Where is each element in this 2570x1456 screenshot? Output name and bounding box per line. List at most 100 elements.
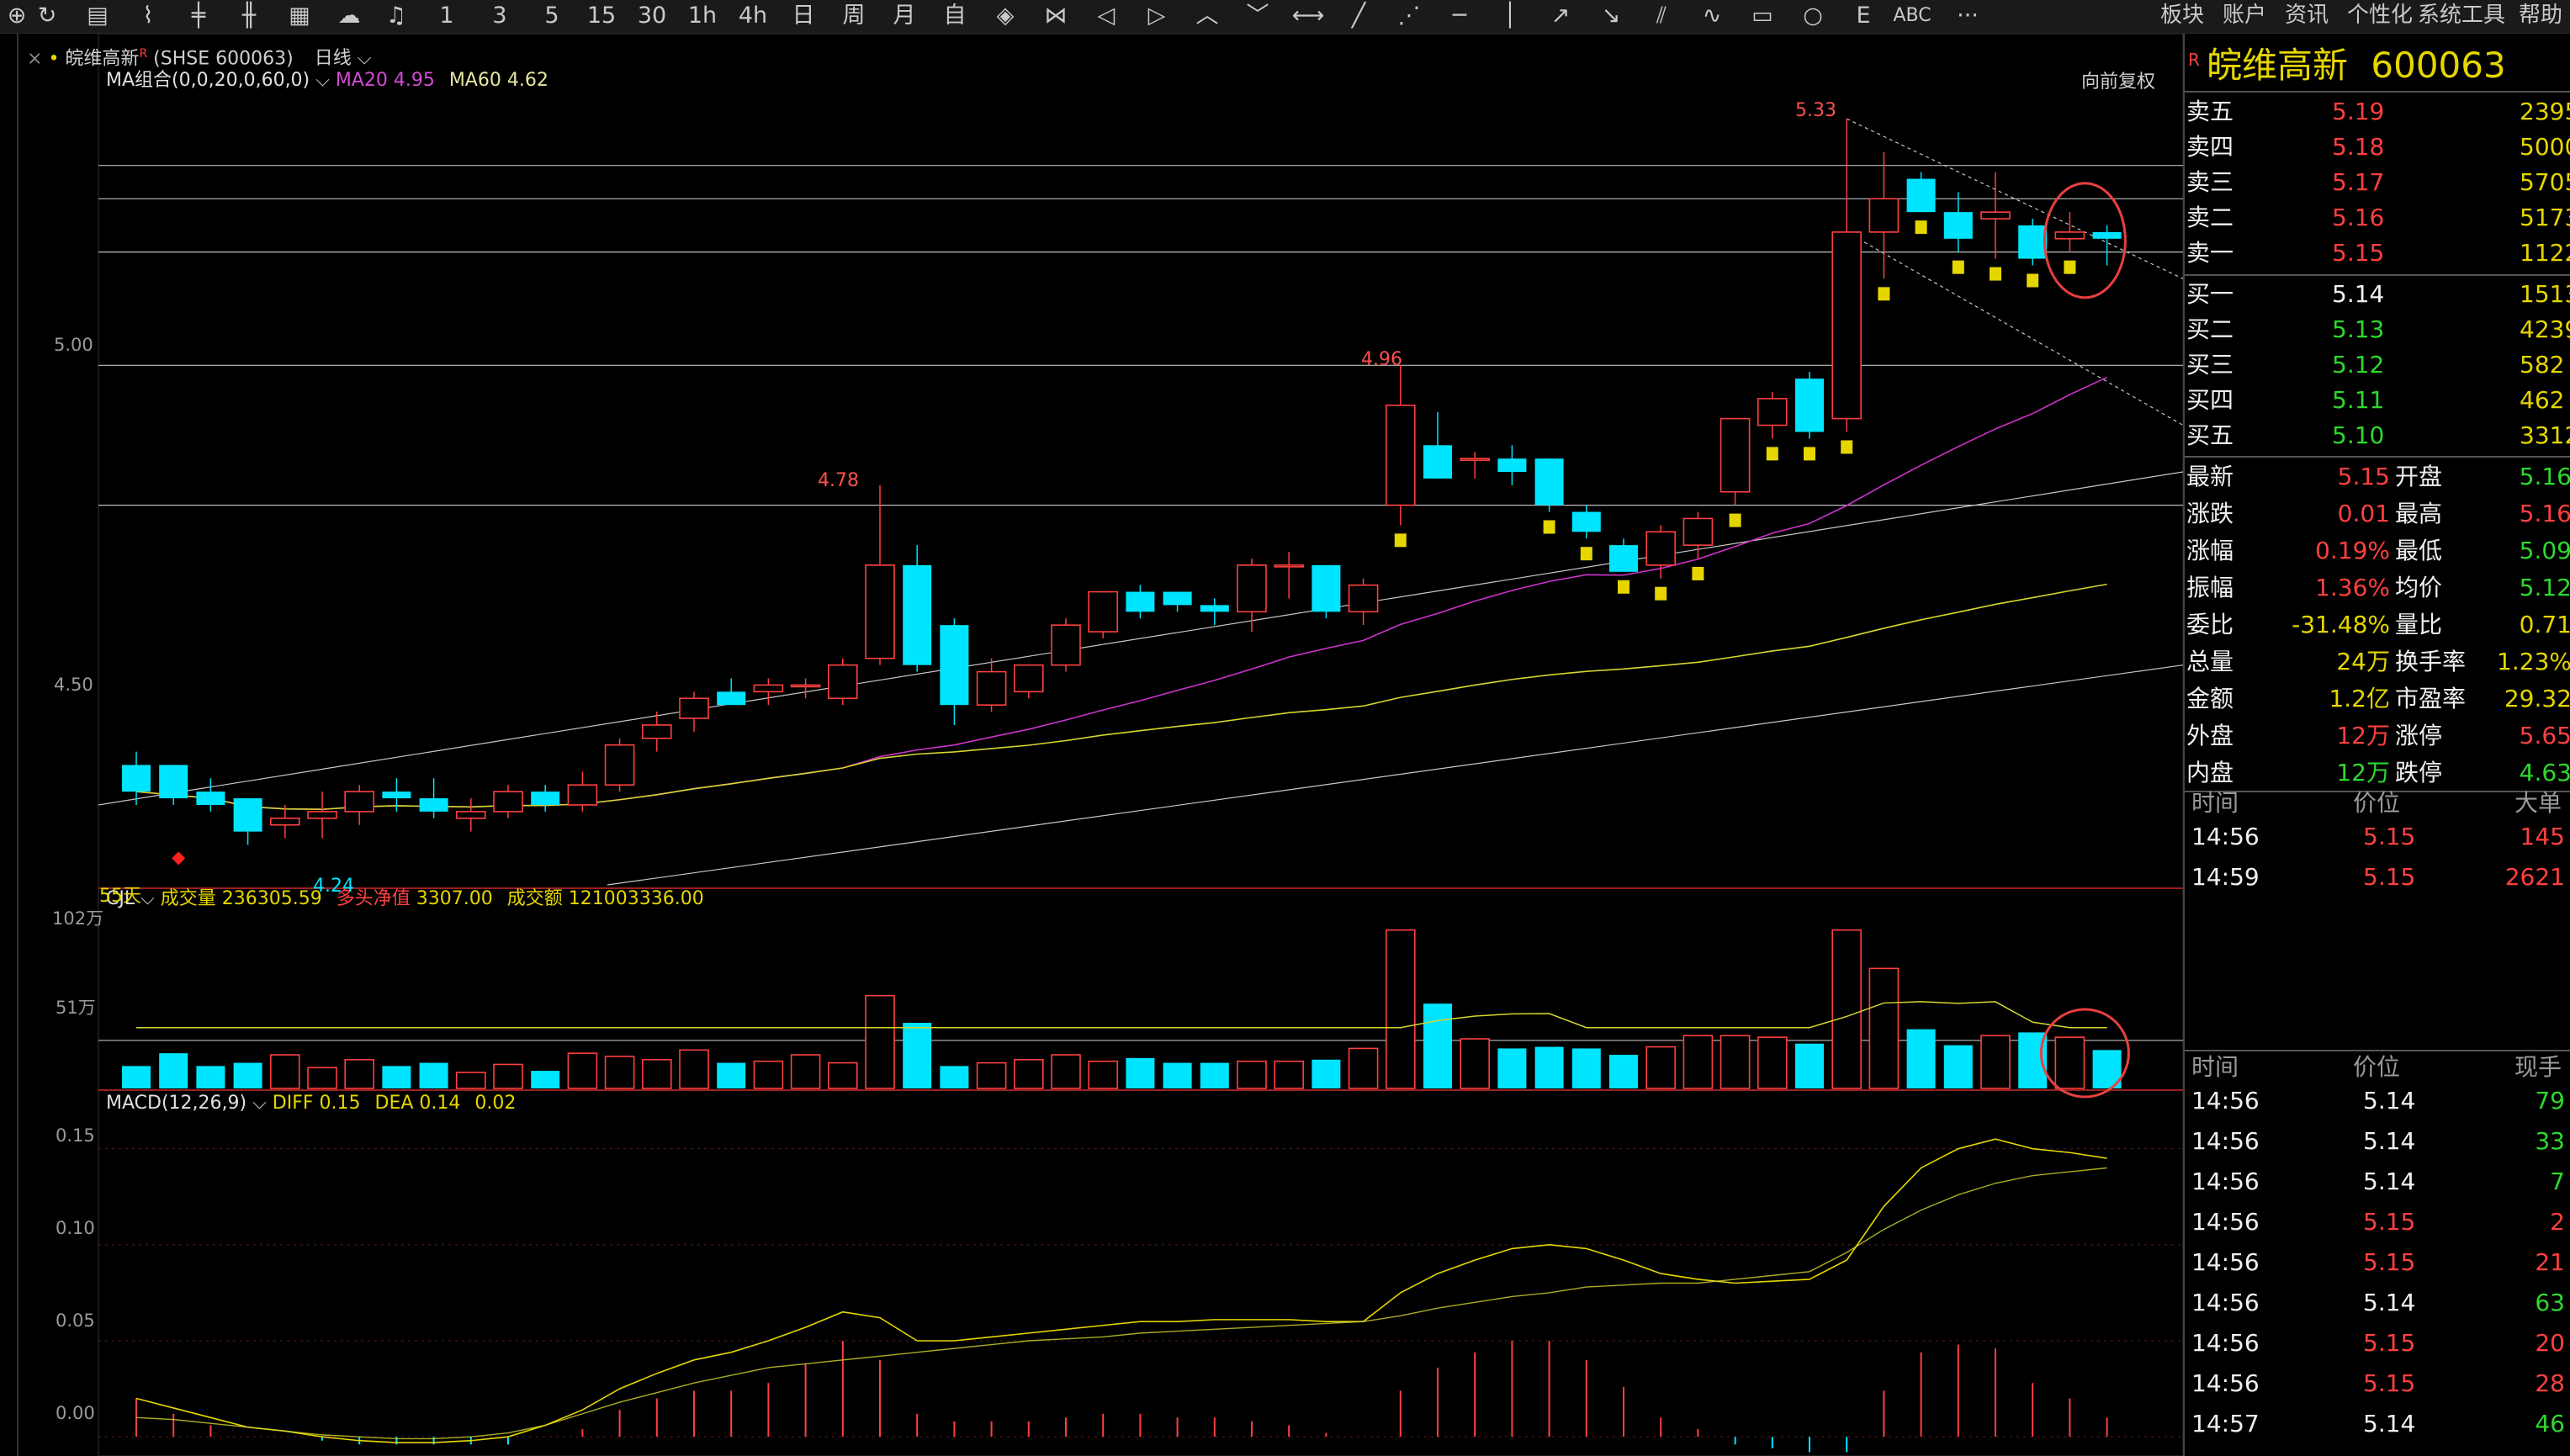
volume-bar — [1534, 1046, 1564, 1088]
stat-value: 5.09 — [2519, 537, 2570, 564]
period-custom[interactable]: 自 — [943, 3, 967, 29]
divider-bigorders — [2185, 791, 2570, 792]
ray-tool-icon[interactable]: ⋰ — [1397, 3, 1421, 29]
crosshair-icon[interactable]: ⊕ — [7, 3, 27, 29]
down-arrow-icon[interactable]: ﹀ — [1246, 3, 1269, 29]
stat-value: 5.16 — [2519, 463, 2570, 490]
bell-icon[interactable]: ♫ — [385, 3, 407, 29]
volume-bar — [1571, 1048, 1601, 1088]
candle-body — [1200, 605, 1229, 612]
volume-bar — [1943, 1045, 1973, 1088]
note-marker — [1655, 586, 1667, 601]
diff-label: DIFF — [272, 1093, 314, 1114]
segment-tool-icon[interactable]: ↗ — [1550, 3, 1571, 29]
candle-body — [531, 792, 560, 805]
macd-legend[interactable]: MACD(12,26,9) ⌵ DIFF 0.15 DEA 0.14 0.02 — [106, 1092, 516, 1115]
menu-news[interactable]: 资讯 — [2285, 3, 2329, 28]
period-5[interactable]: 5 — [544, 3, 559, 29]
left-sidebar[interactable] — [0, 34, 19, 1456]
candle-body — [493, 791, 523, 813]
kline-svg[interactable] — [19, 34, 2183, 1456]
stat-value: 5.15 — [2337, 463, 2390, 490]
menu-system-tools[interactable]: 系统工具 — [2418, 3, 2506, 28]
period-1[interactable]: 1 — [439, 3, 454, 29]
vol-legend[interactable]: CJL ⌵ 成交量 236305.59 多头净值 3307.00 成交额 121… — [106, 887, 704, 911]
stat-value: 5.65 — [2519, 722, 2570, 749]
volume-bar — [233, 1062, 262, 1088]
left-arrow-icon[interactable]: ◁ — [1097, 3, 1115, 29]
circle-tool-icon[interactable]: ○ — [1803, 3, 1823, 29]
volume-bar — [1497, 1048, 1527, 1088]
fit-icon[interactable]: ⟷ — [1291, 3, 1325, 29]
kline-chart-area[interactable]: × • 皖维高新R (SHSE 600063) 日线 ⌵ MA组合(0,0,20… — [19, 34, 2183, 1456]
stat-label: 均价 — [2395, 574, 2443, 601]
line-chart-icon[interactable]: ⌇ — [142, 3, 154, 29]
period-select[interactable]: 日线 ⌵ — [315, 48, 372, 69]
note-marker — [2027, 273, 2039, 288]
candle-body — [1868, 198, 1900, 233]
note-marker — [1915, 220, 1927, 235]
wave-tool-icon[interactable]: ∿ — [1702, 3, 1722, 29]
high-label-3: 4.78 — [818, 470, 859, 491]
menu-sector[interactable]: 板块 — [2160, 3, 2205, 28]
refresh-icon[interactable]: ↻ — [37, 3, 57, 29]
more-icon[interactable]: ··· — [1957, 3, 1979, 29]
chevron-down-icon: ⌵ — [246, 1093, 273, 1114]
fib-tool-icon[interactable]: Ε — [1856, 3, 1871, 29]
high-label-2: 4.96 — [1361, 349, 1402, 370]
bid-volume: 582 — [2520, 351, 2565, 379]
cloud-icon[interactable]: ☁ — [337, 3, 361, 29]
period-week[interactable]: 周 — [842, 3, 866, 29]
rect-tool-icon[interactable]: ▭ — [1751, 3, 1773, 29]
vline-tool-icon[interactable]: │ — [1502, 3, 1518, 29]
stat-value: 1.2亿 — [2329, 685, 2390, 712]
ask-price: 5.15 — [2332, 239, 2385, 267]
stat-label: 金额 — [2186, 685, 2234, 712]
up-arrow-icon[interactable]: ︿ — [1195, 3, 1219, 29]
bid-label: 买四 — [2186, 386, 2234, 414]
period-4h[interactable]: 4h — [738, 3, 768, 29]
period-1h[interactable]: 1h — [687, 3, 718, 29]
candle-icon[interactable]: ╪ — [191, 3, 206, 29]
ma-legend[interactable]: MA组合(0,0,20,0,60,0) ⌵ MA20 4.95 MA60 4.6… — [106, 69, 548, 93]
highlight-circle-volume — [2039, 1008, 2130, 1099]
line-tool-icon[interactable]: ╱ — [1351, 3, 1366, 29]
candle-body — [1274, 564, 1304, 568]
channel-tool-icon[interactable]: ⫽ — [1656, 3, 1667, 29]
note-marker — [1580, 547, 1592, 561]
menu-personalize[interactable]: 个性化 — [2347, 3, 2414, 28]
stat-label: 总量 — [2186, 648, 2234, 675]
price-tick-4.50: 4.50 — [54, 675, 93, 695]
macd-value: 0.02 — [474, 1093, 517, 1114]
candle-body — [1980, 211, 2011, 220]
period-day[interactable]: 日 — [792, 3, 815, 29]
adjust-mode[interactable]: 向前复权 — [2081, 71, 2156, 93]
highlight-circle — [2043, 182, 2127, 299]
list-icon[interactable]: ▤ — [87, 3, 109, 29]
hline-tool-icon[interactable]: ─ — [1452, 3, 1467, 29]
period-15[interactable]: 15 — [586, 3, 617, 29]
candle-body — [567, 784, 598, 806]
close-tab-icon[interactable]: × — [27, 48, 43, 70]
bar-icon[interactable]: ╫ — [241, 3, 257, 29]
arrow-tool-icon[interactable]: ↘ — [1601, 3, 1621, 29]
text-tool-icon[interactable]: ABC — [1893, 5, 1931, 26]
calc-icon[interactable]: ▦ — [289, 3, 310, 29]
period-3[interactable]: 3 — [492, 3, 507, 29]
candle-body — [1757, 398, 1788, 426]
candle-body — [1571, 511, 1601, 532]
bid-price: 5.11 — [2332, 386, 2385, 414]
candle-body — [1534, 458, 1564, 506]
menu-account[interactable]: 账户 — [2223, 3, 2267, 28]
zoom-out-icon[interactable]: ⋈ — [1044, 3, 1068, 29]
price-tick-5.00: 5.00 — [54, 335, 93, 355]
ask-volume: 2395 — [2520, 98, 2570, 125]
period-month[interactable]: 月 — [893, 3, 916, 29]
ask-label: 卖四 — [2186, 133, 2234, 161]
right-arrow-icon[interactable]: ▷ — [1147, 3, 1166, 29]
menu-help[interactable]: 帮助 — [2519, 3, 2563, 28]
period-30[interactable]: 30 — [637, 3, 667, 29]
zoom-icon[interactable]: ◈ — [996, 3, 1015, 29]
tick-volume: 7 — [2550, 1167, 2565, 1195]
net-value: 3307.00 — [416, 888, 493, 909]
